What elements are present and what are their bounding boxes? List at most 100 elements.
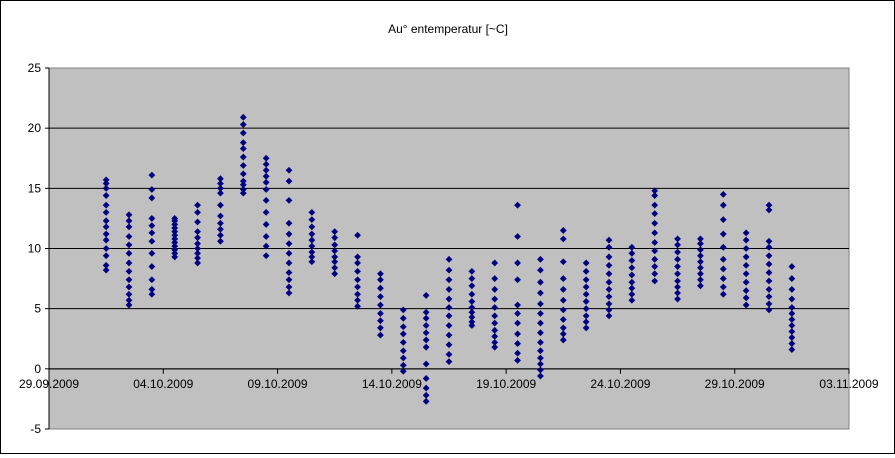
data-point [514,233,521,240]
data-point [102,192,110,199]
data-point [674,295,681,303]
data-point [651,247,659,255]
data-point [559,258,567,266]
data-point [674,235,681,243]
data-point [262,221,270,228]
data-point [239,121,247,128]
data-point [422,391,430,399]
data-point [719,255,727,263]
data-point [628,284,636,292]
data-point [514,201,521,209]
data-point [605,261,613,269]
data-point [765,206,773,214]
data-point [308,209,316,216]
data-point [148,222,156,230]
data-point [674,270,681,278]
data-point [491,319,499,327]
data-point [399,347,407,355]
data-point [628,296,636,304]
data-point [468,282,476,290]
data-point [582,259,590,267]
data-point [651,187,659,195]
data-point [491,312,499,320]
data-point [194,218,201,226]
data-point [719,283,727,291]
y-tick-label: 25 [28,61,42,75]
data-point [788,328,796,335]
data-point [491,338,499,346]
data-point [674,263,681,270]
data-point [285,196,293,204]
data-point [719,275,727,282]
data-point [171,253,179,261]
data-point [765,201,773,209]
data-point [308,216,316,224]
data-point [148,215,156,222]
data-point [262,154,270,162]
data-point [354,253,361,261]
data-point [491,343,499,351]
data-point [171,224,179,232]
data-point [559,324,567,332]
data-point [628,264,636,272]
data-point [514,319,521,327]
data-point [697,246,704,254]
data-point [171,239,179,246]
data-point [171,231,179,239]
data-point [674,277,681,285]
data-point [628,249,636,257]
data-point [742,253,750,261]
data-point [537,329,544,337]
data-point [765,293,773,301]
data-point [262,233,270,240]
data-point [217,180,224,187]
data-point [102,245,110,252]
data-point [765,260,773,268]
data-point [331,264,339,272]
data-point [331,228,339,236]
y-tick-label: 10 [28,242,42,256]
data-point [537,266,544,274]
data-point [514,357,521,364]
data-point [514,349,521,357]
data-point [308,230,316,238]
data-point [491,295,499,303]
data-point [742,301,750,309]
data-point [422,397,430,405]
data-point [148,249,156,257]
data-point [102,180,110,187]
data-point [171,249,179,257]
data-point [148,171,156,179]
data-point [422,343,430,351]
data-point [537,360,544,368]
data-point [148,290,156,298]
data-point [605,278,613,286]
data-point [537,347,544,355]
data-point [354,302,361,310]
data-point [262,242,270,250]
data-point [217,212,224,220]
data-point [239,145,247,153]
data-point [537,278,544,286]
data-point [445,304,453,311]
x-tick-label: 29.09.2009 [19,377,79,391]
data-point [514,301,521,309]
data-point [399,330,407,338]
data-point [605,243,613,251]
data-point [628,278,636,286]
data-point [674,241,681,249]
data-point [719,230,727,238]
data-point [788,334,796,341]
data-point [217,175,224,183]
data-point [514,310,521,317]
data-point [788,295,796,303]
data-point [102,261,110,269]
data-point [445,350,453,358]
data-point [605,312,613,320]
data-point [354,283,361,291]
data-point [171,228,179,236]
data-point [582,267,590,275]
data-point [697,264,704,272]
data-point [422,336,430,344]
